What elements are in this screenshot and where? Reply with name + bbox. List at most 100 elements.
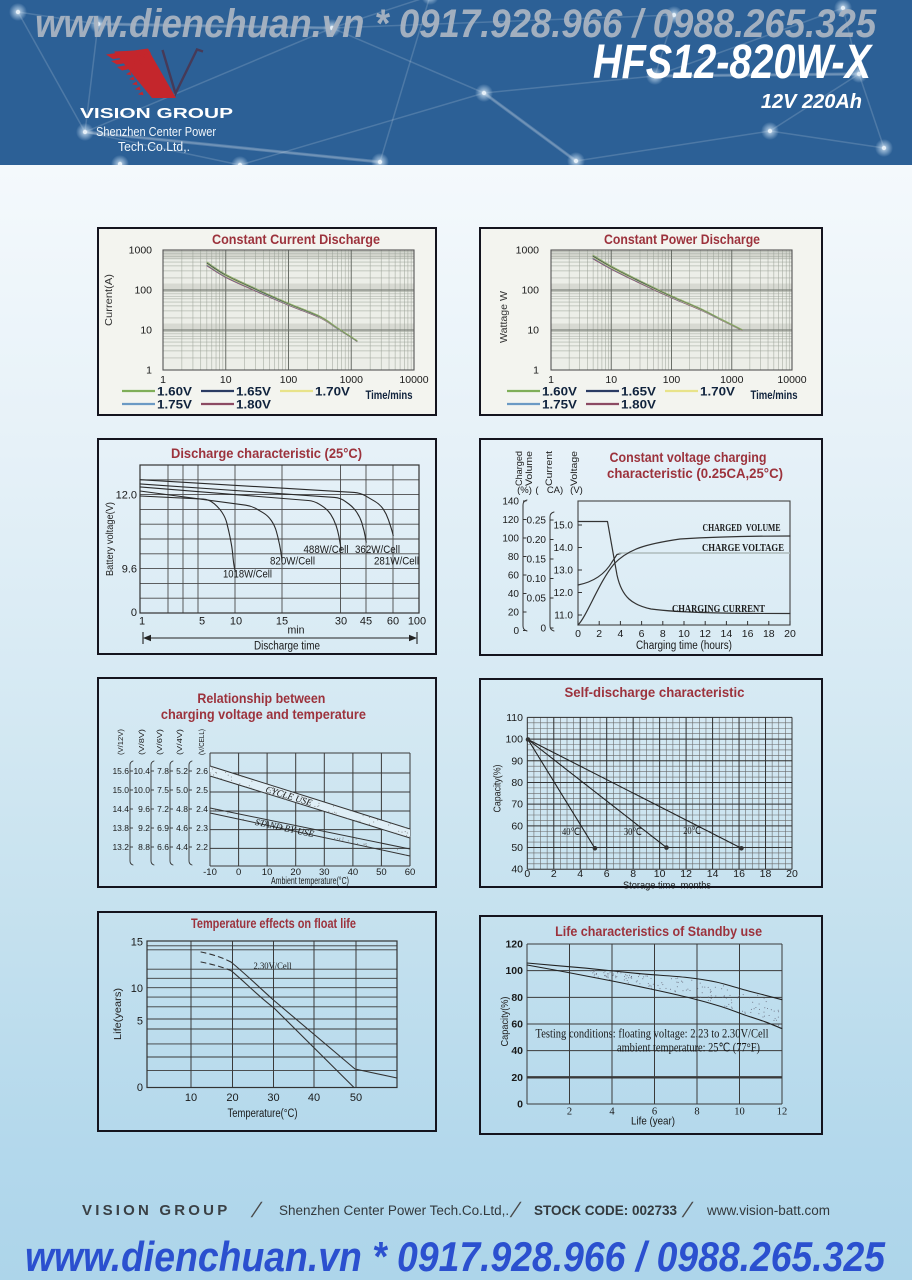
svg-text:1.65V: 1.65V [236,387,271,399]
svg-text:Tech.Co.Ltd,.: Tech.Co.Ltd,. [118,140,190,154]
svg-text:10000: 10000 [777,374,806,386]
svg-text:CYCLE USE: CYCLE USE [264,785,313,809]
svg-text:1: 1 [160,374,166,386]
svg-text:40: 40 [511,864,523,876]
svg-text:15: 15 [276,616,288,628]
svg-text:10: 10 [220,374,232,386]
svg-text:2: 2 [596,628,602,640]
svg-text:4.4: 4.4 [176,842,188,852]
svg-text:1.70V: 1.70V [315,387,350,399]
svg-text:40℃: 40℃ [562,827,580,838]
svg-text:(: ( [535,485,539,496]
svg-text:14.0: 14.0 [554,543,574,554]
svg-text:10: 10 [185,1092,197,1104]
svg-text:1.60V: 1.60V [542,387,577,399]
svg-text:30: 30 [335,616,347,628]
svg-text:Life(years): Life(years) [112,988,124,1040]
svg-text:VISION GROUP: VISION GROUP [80,105,233,122]
svg-text:1: 1 [139,616,145,628]
svg-text:15.0: 15.0 [112,785,129,795]
svg-text:1018W/Cell: 1018W/Cell [223,569,272,581]
svg-text:60: 60 [511,820,523,832]
svg-text:40: 40 [348,867,359,878]
svg-text:1.60V: 1.60V [157,387,192,399]
svg-text:Time/mins: Time/mins [751,390,798,402]
svg-text:40: 40 [308,1092,320,1104]
svg-text:CHARGING CURRENT: CHARGING CURRENT [672,604,765,615]
svg-text:40: 40 [508,589,520,600]
svg-text:45: 45 [360,616,372,628]
svg-text:1.65V: 1.65V [621,387,656,399]
svg-text:80: 80 [508,552,520,563]
svg-text:100: 100 [408,616,426,628]
svg-text:100: 100 [505,965,523,977]
svg-text:(V/4V): (V/4V) [175,728,184,755]
svg-text:CA): CA) [547,485,563,496]
svg-text:Ambient temperature(°C): Ambient temperature(°C) [271,875,349,887]
svg-text:15: 15 [131,937,143,949]
svg-text:2.2: 2.2 [196,842,208,852]
svg-text:Capacity(%): Capacity(%) [500,997,511,1047]
svg-text:0.20: 0.20 [527,535,547,546]
svg-text:Testing conditions: floating v: Testing conditions: floating voltage: 2.… [536,1027,769,1041]
svg-text:8: 8 [630,868,636,880]
svg-text:1000: 1000 [720,374,744,386]
svg-text:0: 0 [236,867,241,878]
svg-text:60: 60 [405,867,416,878]
svg-text:6: 6 [639,628,645,640]
svg-text:-10: -10 [203,867,217,878]
svg-text:0: 0 [540,624,546,635]
svg-text:Temperature effects on float l: Temperature effects on float life [191,915,356,931]
svg-text:8: 8 [660,628,666,640]
svg-text:Constant Current Discharge: Constant Current Discharge [212,231,380,247]
svg-text:(V/8V): (V/8V) [137,728,146,755]
svg-text:14.4: 14.4 [112,804,129,814]
svg-text:6.9: 6.9 [157,823,169,833]
svg-text:0: 0 [137,1082,143,1094]
svg-text:20: 20 [511,1072,523,1084]
svg-text:Relationship between: Relationship between [197,690,325,706]
svg-text:9.6: 9.6 [138,804,150,814]
svg-text:2: 2 [551,868,557,880]
svg-text:(%): (%) [517,485,532,496]
svg-text:Discharge characteristic (25°C: Discharge characteristic (25°C) [171,445,362,461]
svg-text:0: 0 [524,868,530,880]
svg-text:5.0: 5.0 [176,785,188,795]
svg-text:4.8: 4.8 [176,804,188,814]
svg-text:1000: 1000 [340,374,364,386]
svg-text:Constant voltage charging: Constant voltage charging [610,449,767,465]
svg-text:2.30V/Cell: 2.30V/Cell [254,962,292,972]
svg-text:4.6: 4.6 [176,823,188,833]
svg-text:Time/mins: Time/mins [366,390,413,402]
svg-text:7.2: 7.2 [157,804,169,814]
svg-text:8.8: 8.8 [138,842,150,852]
svg-text:Constant Power Discharge: Constant Power Discharge [604,231,760,247]
svg-text:15.6: 15.6 [112,766,129,776]
svg-text:1000: 1000 [129,245,153,257]
svg-text:10.4: 10.4 [133,766,150,776]
svg-text:1: 1 [146,365,152,377]
svg-text:14: 14 [721,628,733,640]
svg-text:charging voltage and temperatu: charging voltage and temperature [161,706,366,722]
svg-text:13.0: 13.0 [554,566,574,577]
svg-text:10.0: 10.0 [133,785,150,795]
svg-text:0: 0 [575,628,581,640]
svg-text:7.8: 7.8 [157,766,169,776]
svg-text:120: 120 [502,515,519,526]
svg-text:Current(A): Current(A) [104,274,115,326]
svg-text:10: 10 [140,325,152,337]
svg-text:1.75V: 1.75V [157,400,192,412]
svg-text:281W/Cell: 281W/Cell [374,556,419,568]
svg-text:20: 20 [784,628,796,640]
svg-text:5.2: 5.2 [176,766,188,776]
svg-text:7.5: 7.5 [157,785,169,795]
svg-text:820W/Cell: 820W/Cell [270,556,315,568]
svg-text:2.5: 2.5 [196,785,208,795]
svg-text:10: 10 [527,325,539,337]
svg-text:2.6: 2.6 [196,766,208,776]
svg-text:2.3: 2.3 [196,823,208,833]
svg-text:0.10: 0.10 [527,574,547,585]
svg-text:20: 20 [786,868,798,880]
svg-text:10: 10 [230,616,242,628]
svg-text:60: 60 [508,571,520,582]
